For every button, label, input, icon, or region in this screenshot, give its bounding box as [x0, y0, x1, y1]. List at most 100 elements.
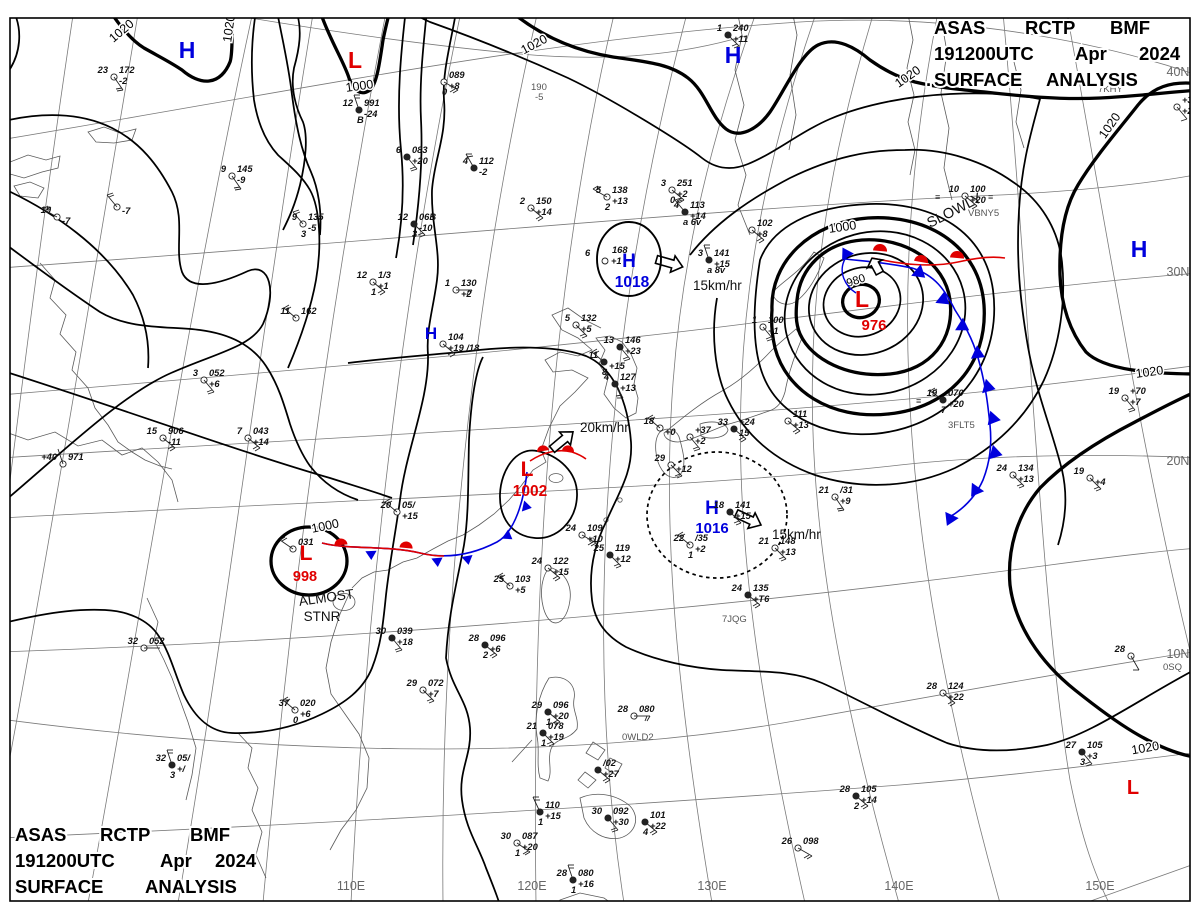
- svg-text:113: 113: [690, 200, 706, 210]
- svg-text:140E: 140E: [884, 879, 913, 893]
- svg-text:+15: +15: [714, 259, 731, 269]
- svg-text:3: 3: [1080, 757, 1086, 767]
- svg-text:1000: 1000: [345, 77, 375, 95]
- svg-text:SURFACE: SURFACE: [15, 876, 103, 897]
- svg-text:3: 3: [193, 368, 199, 378]
- svg-text:0SQ: 0SQ: [1163, 662, 1182, 673]
- svg-text:+5: +5: [515, 585, 526, 595]
- svg-text:112: 112: [479, 156, 495, 166]
- svg-text:1: 1: [538, 817, 543, 827]
- svg-text:10N: 10N: [1167, 647, 1190, 661]
- svg-text:1016: 1016: [695, 520, 728, 537]
- svg-text:+36: +36: [1182, 95, 1199, 105]
- svg-text:BMF: BMF: [1110, 17, 1150, 38]
- svg-text:VBNY5: VBNY5: [968, 208, 999, 219]
- svg-text:104: 104: [448, 332, 464, 342]
- svg-text:0: 0: [670, 195, 676, 205]
- svg-text:072: 072: [428, 678, 444, 688]
- svg-text:+15: +15: [609, 361, 626, 371]
- svg-text:080: 080: [578, 868, 594, 878]
- svg-text:3: 3: [661, 178, 667, 188]
- svg-text:124: 124: [948, 681, 964, 691]
- svg-text:-5: -5: [308, 223, 317, 233]
- svg-text:162: 162: [301, 306, 317, 316]
- svg-text:30: 30: [501, 831, 512, 841]
- svg-text:+11: +11: [733, 34, 748, 44]
- svg-text:12: 12: [357, 270, 368, 280]
- svg-text:134: 134: [1018, 463, 1034, 473]
- svg-text:21: 21: [526, 721, 537, 731]
- svg-text:-7: -7: [62, 216, 71, 226]
- svg-text:28: 28: [839, 784, 851, 794]
- svg-text:37: 37: [279, 698, 290, 708]
- svg-text:+10: +10: [587, 534, 604, 544]
- svg-text:1: 1: [717, 23, 722, 33]
- svg-text:2: 2: [519, 196, 526, 206]
- svg-text:+2: +2: [695, 436, 706, 446]
- svg-text:020: 020: [300, 698, 316, 708]
- svg-text:21: 21: [818, 485, 829, 495]
- svg-text:+14: +14: [536, 207, 553, 217]
- svg-text:+70: +70: [1130, 386, 1147, 396]
- svg-text:4: 4: [462, 156, 469, 166]
- svg-text:28: 28: [468, 633, 480, 643]
- svg-text:+13: +13: [780, 547, 797, 557]
- svg-text:18: 18: [644, 416, 655, 426]
- svg-text:33: 33: [718, 417, 729, 427]
- svg-text:1018: 1018: [615, 274, 650, 291]
- svg-text:Apr: Apr: [160, 850, 192, 871]
- svg-text:122: 122: [553, 556, 569, 566]
- svg-text:+13: +13: [620, 383, 637, 393]
- svg-text:141: 141: [735, 500, 751, 510]
- svg-text:105: 105: [1087, 740, 1103, 750]
- svg-text:+3: +3: [1087, 751, 1098, 761]
- svg-text:11: 11: [588, 350, 598, 360]
- svg-text:30N: 30N: [1167, 265, 1190, 279]
- svg-text:25: 25: [593, 543, 605, 553]
- svg-text:29: 29: [406, 678, 418, 688]
- svg-text:+40: +40: [41, 452, 58, 462]
- svg-text:971: 971: [68, 452, 84, 462]
- svg-text:1: 1: [541, 738, 546, 748]
- svg-text:+14: +14: [253, 437, 270, 447]
- svg-text:20N: 20N: [1167, 454, 1190, 468]
- svg-text:130: 130: [461, 278, 477, 288]
- svg-text:Apr: Apr: [1075, 43, 1107, 64]
- svg-text:1: 1: [546, 717, 551, 727]
- svg-text:+37: +37: [695, 425, 712, 435]
- svg-text:9: 9: [292, 212, 298, 222]
- svg-text:976: 976: [861, 317, 886, 334]
- svg-text:13: 13: [604, 335, 615, 345]
- svg-text:132: 132: [581, 313, 597, 323]
- svg-text:103: 103: [515, 574, 531, 584]
- svg-text:+15: +15: [735, 511, 752, 521]
- svg-text:19: 19: [41, 205, 52, 215]
- svg-text:/02: /02: [602, 758, 617, 768]
- svg-text:ASAS: ASAS: [934, 17, 985, 38]
- svg-text:+7: +7: [428, 689, 439, 699]
- svg-text:111: 111: [793, 409, 807, 419]
- svg-text:32: 32: [156, 753, 167, 763]
- svg-text:6: 6: [585, 248, 591, 258]
- svg-text:+1: +1: [378, 281, 389, 291]
- svg-text:0WLD2: 0WLD2: [622, 732, 654, 743]
- svg-text:+6: +6: [490, 644, 501, 654]
- svg-text:ASAS: ASAS: [15, 824, 66, 845]
- svg-text:+22: +22: [948, 692, 965, 702]
- svg-text:.: .: [926, 69, 931, 90]
- svg-text:096: 096: [553, 700, 569, 710]
- svg-text:H: H: [622, 251, 636, 272]
- svg-text:29: 29: [654, 453, 666, 463]
- svg-text:7JQG: 7JQG: [722, 614, 747, 625]
- svg-text:080: 080: [639, 704, 655, 714]
- svg-text:25: 25: [493, 574, 505, 584]
- svg-text:5: 5: [596, 185, 602, 195]
- svg-text:1: 1: [371, 287, 376, 297]
- svg-text:078: 078: [548, 721, 564, 731]
- svg-text:30: 30: [592, 806, 603, 816]
- svg-text:+4: +4: [1095, 477, 1106, 487]
- svg-text:20km/hr: 20km/hr: [580, 420, 629, 435]
- svg-text:24: 24: [531, 556, 543, 566]
- svg-text:+14: +14: [690, 211, 707, 221]
- svg-text:191200UTC: 191200UTC: [934, 43, 1034, 64]
